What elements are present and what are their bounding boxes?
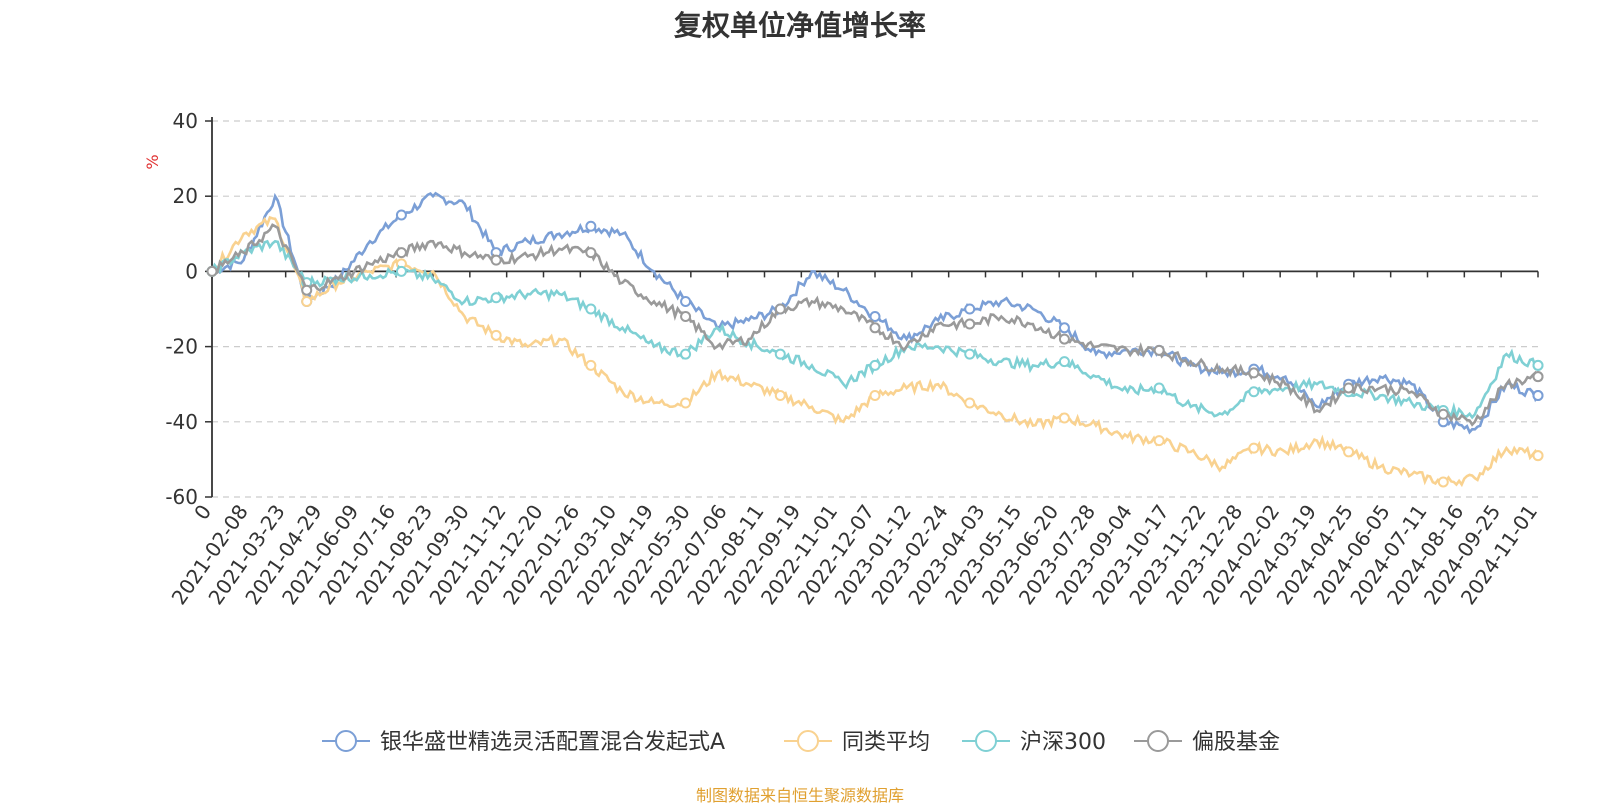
y-tick-label: 0 bbox=[185, 259, 198, 283]
data-point bbox=[964, 303, 976, 315]
series-line-1 bbox=[211, 215, 1540, 488]
legend-swatch-marker bbox=[335, 730, 357, 752]
y-tick-labels: 40 20 0 -20 -40 -60 bbox=[165, 109, 198, 509]
data-point bbox=[680, 311, 692, 323]
data-point bbox=[585, 359, 597, 371]
data-point bbox=[1532, 371, 1544, 383]
data-point bbox=[395, 247, 407, 259]
data-point bbox=[585, 220, 597, 232]
data-point bbox=[964, 397, 976, 409]
legend: 银华盛世精选灵活配置混合发起式A 同类平均 沪深300 偏股基金 bbox=[322, 730, 1280, 755]
data-point bbox=[964, 318, 976, 330]
data-point bbox=[1248, 386, 1260, 398]
data-point bbox=[1343, 446, 1355, 458]
x-tick-label: 0 bbox=[189, 500, 216, 524]
series-markers-3 bbox=[206, 247, 1544, 420]
data-point bbox=[585, 247, 597, 259]
data-point bbox=[490, 254, 502, 266]
y-tick-label: -40 bbox=[165, 410, 198, 434]
data-point bbox=[1343, 382, 1355, 394]
data-point bbox=[301, 295, 313, 307]
data-point bbox=[1153, 382, 1165, 394]
gridlines bbox=[205, 120, 1538, 498]
data-point bbox=[1248, 367, 1260, 379]
legend-item-3[interactable]: 偏股基金 bbox=[1134, 730, 1280, 755]
legend-label: 银华盛世精选灵活配置混合发起式A bbox=[380, 730, 725, 755]
data-point bbox=[395, 209, 407, 221]
legend-label: 同类平均 bbox=[842, 730, 930, 755]
data-point bbox=[1058, 322, 1070, 334]
legend-swatch-marker bbox=[1147, 730, 1169, 752]
data-point bbox=[1058, 333, 1070, 345]
data-point bbox=[1153, 344, 1165, 356]
y-unit-label: % bbox=[143, 154, 162, 169]
chart-title: 复权单位净值增长率 bbox=[673, 9, 926, 42]
data-point bbox=[774, 303, 786, 315]
data-point bbox=[680, 295, 692, 307]
data-point bbox=[1058, 412, 1070, 424]
data-point bbox=[206, 265, 218, 277]
data-point bbox=[1437, 408, 1449, 420]
data-point bbox=[1248, 442, 1260, 454]
legend-item-0[interactable]: 银华盛世精选灵活配置混合发起式A bbox=[322, 730, 725, 755]
y-tick-label: 20 bbox=[173, 184, 198, 208]
data-point bbox=[869, 359, 881, 371]
data-point bbox=[490, 329, 502, 341]
legend-item-2[interactable]: 沪深300 bbox=[962, 730, 1106, 755]
data-point bbox=[301, 284, 313, 296]
data-point bbox=[395, 265, 407, 277]
legend-swatch-marker bbox=[975, 730, 997, 752]
data-point bbox=[1532, 389, 1544, 401]
series-markers-1 bbox=[206, 258, 1544, 488]
data-point bbox=[490, 292, 502, 304]
data-point bbox=[1532, 450, 1544, 462]
data-point bbox=[1153, 435, 1165, 447]
series-lines bbox=[206, 191, 1544, 488]
legend-label: 偏股基金 bbox=[1192, 730, 1280, 755]
data-point bbox=[869, 389, 881, 401]
y-tick-label: -60 bbox=[165, 485, 198, 509]
data-point bbox=[1532, 359, 1544, 371]
legend-item-1[interactable]: 同类平均 bbox=[784, 730, 930, 755]
legend-swatch-marker bbox=[797, 730, 819, 752]
data-point bbox=[585, 303, 597, 315]
data-point bbox=[680, 397, 692, 409]
y-tick-label: 40 bbox=[173, 109, 198, 133]
data-point bbox=[869, 322, 881, 334]
data-point bbox=[869, 311, 881, 323]
data-point bbox=[680, 348, 692, 360]
legend-label: 沪深300 bbox=[1020, 730, 1106, 755]
data-point bbox=[774, 348, 786, 360]
data-point bbox=[1058, 356, 1070, 368]
x-tick-labels: 02021-02-082021-03-232021-04-292021-06-0… bbox=[167, 500, 1542, 609]
data-point bbox=[774, 389, 786, 401]
data-point bbox=[1437, 476, 1449, 488]
data-point bbox=[964, 348, 976, 360]
y-tick-label: -20 bbox=[165, 335, 198, 359]
source-note: 制图数据来自恒生聚源数据库 bbox=[695, 786, 904, 805]
axes bbox=[211, 117, 1539, 497]
